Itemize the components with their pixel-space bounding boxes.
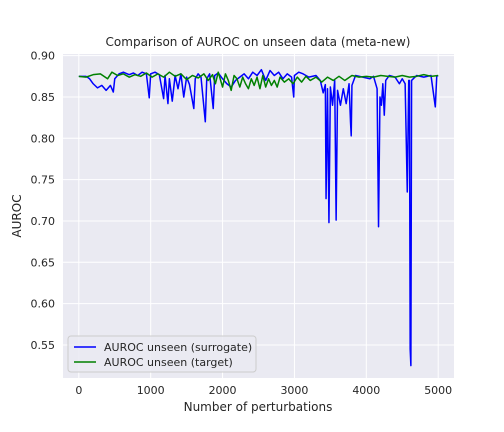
- series-layer: [78, 68, 439, 367]
- tick-labels: 0 1000 2000 3000 4000 5000 0.55 0.60 0.65 0.70 0.7…: [31, 50, 453, 397]
- x-tick-label: 4000: [352, 384, 380, 397]
- series-line-0: [78, 68, 439, 367]
- plot-area: [63, 54, 454, 378]
- x-tick-label: 3000: [280, 384, 308, 397]
- y-axis-label: AUROC: [10, 194, 24, 237]
- legend-label-1: AUROC unseen (target): [104, 356, 233, 369]
- y-tick-label: 0.90: [31, 50, 56, 63]
- y-tick-label: 0.85: [31, 91, 56, 104]
- y-tick-label: 0.55: [31, 339, 56, 352]
- x-tick-label: 5000: [424, 384, 452, 397]
- y-tick-label: 0.75: [31, 174, 56, 187]
- grid: [63, 54, 454, 378]
- x-axis-label: Number of perturbations: [184, 400, 333, 414]
- x-tick-label: 1000: [137, 384, 165, 397]
- series-line-1: [78, 71, 439, 92]
- x-tick-label: 0: [75, 384, 82, 397]
- x-tick-label: 2000: [209, 384, 237, 397]
- y-tick-label: 0.60: [31, 298, 56, 311]
- y-tick-label: 0.70: [31, 215, 56, 228]
- legend: AUROC unseen (surrogate) AUROC unseen (ta…: [67, 335, 257, 373]
- legend-label-0: AUROC unseen (surrogate): [104, 341, 252, 354]
- y-tick-label: 0.65: [31, 256, 56, 269]
- chart-title: Comparison of AUROC on unseen data (meta…: [106, 35, 411, 49]
- legend-box: [67, 335, 257, 373]
- y-tick-label: 0.80: [31, 132, 56, 145]
